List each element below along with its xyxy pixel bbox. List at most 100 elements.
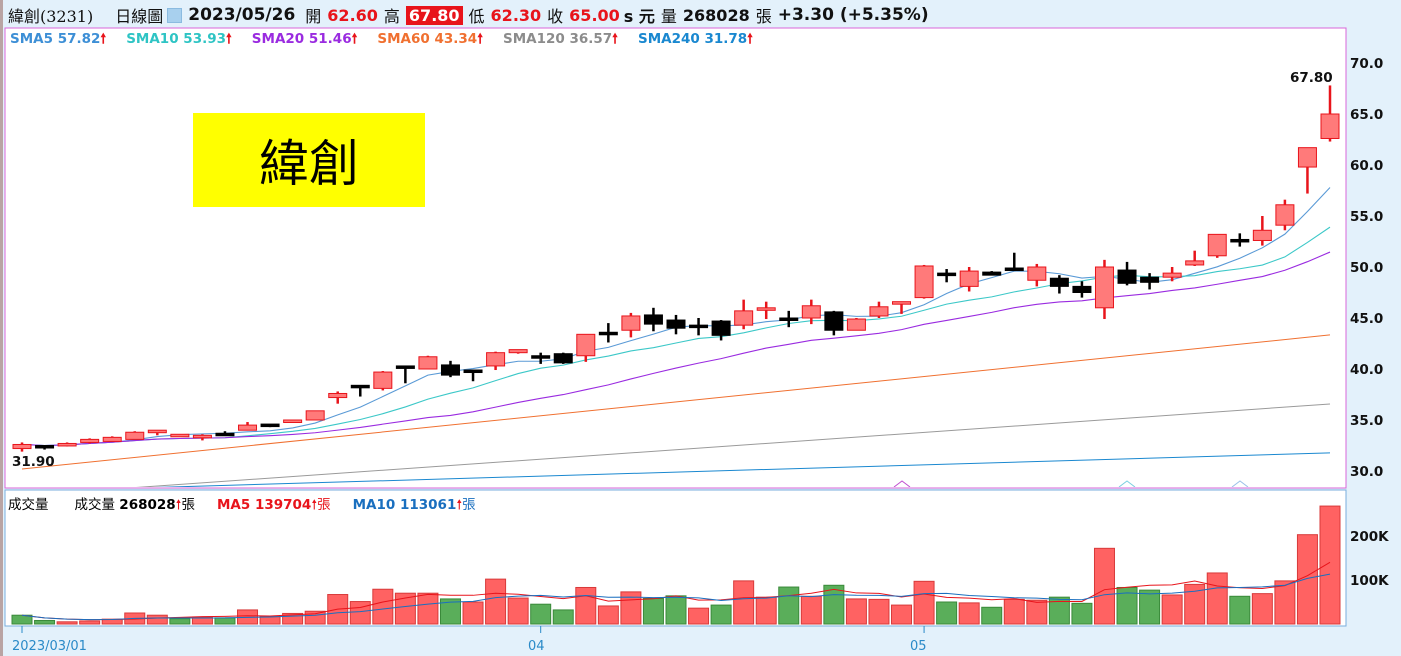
candle[interactable] [12, 442, 32, 452]
candle[interactable] [689, 318, 709, 336]
volume-bar[interactable] [79, 620, 101, 625]
candle[interactable] [1140, 273, 1160, 290]
candle[interactable] [147, 429, 167, 436]
candle[interactable] [1297, 147, 1317, 194]
volume-bar[interactable] [1139, 589, 1161, 625]
candle[interactable] [1275, 199, 1295, 231]
candle[interactable] [1185, 250, 1205, 266]
volume-bar[interactable] [304, 610, 326, 625]
candle[interactable] [440, 360, 460, 378]
candle[interactable] [192, 434, 212, 441]
candle[interactable] [779, 310, 799, 328]
volume-bar[interactable] [282, 612, 304, 625]
volume-bar[interactable] [1206, 572, 1228, 625]
candle[interactable] [959, 267, 979, 292]
volume-bar[interactable] [597, 605, 619, 625]
volume-bar[interactable] [1319, 505, 1341, 625]
candle[interactable] [756, 301, 776, 320]
candle[interactable] [328, 391, 348, 404]
volume-bar[interactable] [169, 618, 191, 625]
candle[interactable] [102, 436, 122, 442]
candle[interactable] [1320, 85, 1340, 142]
candle[interactable] [463, 369, 483, 382]
volume-bar[interactable] [552, 609, 574, 625]
volume-bar[interactable] [34, 619, 56, 625]
candle[interactable] [914, 264, 934, 299]
volume-bar[interactable] [1026, 599, 1048, 625]
candle[interactable] [553, 352, 573, 364]
candle[interactable] [982, 271, 1002, 276]
volume-bar[interactable] [1296, 534, 1318, 625]
candle[interactable] [937, 269, 957, 283]
volume-bar[interactable] [259, 616, 281, 625]
candle[interactable] [170, 433, 190, 438]
volume-bar[interactable] [665, 595, 687, 625]
candle[interactable] [260, 423, 280, 428]
candle[interactable] [846, 318, 866, 331]
volume-bar[interactable] [688, 607, 710, 625]
candle[interactable] [1252, 216, 1272, 246]
volume-bar[interactable] [958, 602, 980, 625]
volume-bar[interactable] [845, 598, 867, 625]
volume-bar[interactable] [1003, 598, 1025, 625]
volume-bar[interactable] [394, 592, 416, 625]
volume-bar[interactable] [56, 621, 78, 625]
volume-bar[interactable] [146, 614, 168, 625]
candle[interactable] [869, 301, 889, 318]
candle[interactable] [283, 419, 303, 423]
candle[interactable] [643, 307, 663, 332]
volume-bar[interactable] [823, 584, 845, 625]
candle[interactable] [125, 431, 145, 440]
candle[interactable] [576, 333, 596, 362]
volume-bar[interactable] [800, 595, 822, 625]
volume-bar[interactable] [214, 617, 236, 625]
period-dropdown-icon[interactable] [167, 7, 183, 23]
candle[interactable] [305, 410, 325, 421]
candle[interactable] [238, 422, 258, 431]
volume-bar[interactable] [1184, 583, 1206, 625]
volume-bar[interactable] [733, 580, 755, 625]
candle[interactable] [598, 323, 618, 343]
candle[interactable] [373, 371, 393, 391]
volume-bar[interactable] [439, 598, 461, 625]
volume-bar[interactable] [936, 601, 958, 625]
stock-name[interactable]: 緯創(3231) [8, 7, 94, 26]
candle[interactable] [801, 299, 821, 325]
candle[interactable] [508, 349, 528, 354]
candle[interactable] [531, 352, 551, 364]
candle[interactable] [1162, 267, 1182, 282]
volume-bar[interactable] [372, 588, 394, 625]
candle[interactable] [1117, 261, 1137, 286]
volume-bar[interactable] [1048, 596, 1070, 625]
candle[interactable] [621, 312, 641, 338]
candle[interactable] [1072, 281, 1092, 298]
volume-bar[interactable] [485, 578, 507, 625]
candle[interactable] [35, 445, 55, 450]
volume-bar[interactable] [755, 596, 777, 625]
volume-bar[interactable] [1229, 595, 1251, 625]
candle[interactable] [418, 355, 438, 370]
candle[interactable] [80, 438, 100, 444]
volume-bar[interactable] [913, 580, 935, 625]
volume-bar[interactable] [417, 592, 439, 625]
candle[interactable] [666, 314, 686, 335]
candle[interactable] [1230, 233, 1250, 247]
candle[interactable] [824, 310, 844, 336]
volume-bar[interactable] [868, 598, 890, 625]
volume-bar[interactable] [462, 601, 484, 625]
candle[interactable] [711, 320, 731, 341]
candle[interactable] [734, 299, 754, 330]
volume-bar[interactable] [891, 604, 913, 625]
volume-bar[interactable] [1071, 602, 1093, 625]
candle[interactable] [1027, 263, 1047, 287]
volume-bar[interactable] [642, 597, 664, 625]
volume-bar[interactable] [1251, 593, 1273, 625]
volume-bar[interactable] [530, 603, 552, 625]
candle[interactable] [215, 431, 235, 437]
volume-bar[interactable] [1161, 594, 1183, 625]
candle[interactable] [395, 365, 415, 384]
volume-bar[interactable] [710, 604, 732, 625]
volume-bar[interactable] [507, 597, 529, 625]
candle[interactable] [486, 351, 506, 371]
